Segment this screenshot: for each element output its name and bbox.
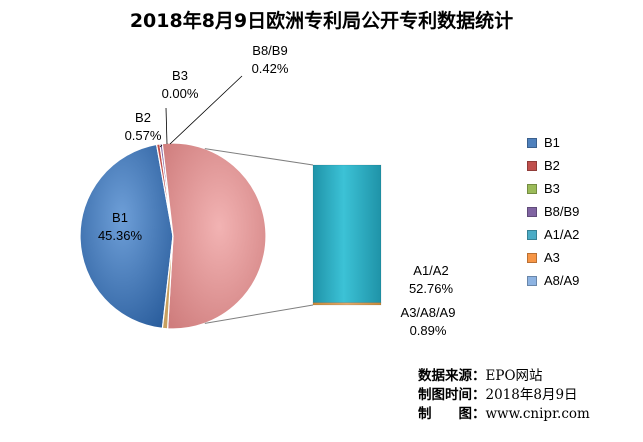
bar-segment-a1-a2 bbox=[313, 165, 381, 303]
legend-item: A1/A2 bbox=[527, 223, 579, 246]
source-value: www.cnipr.com bbox=[486, 406, 590, 422]
legend-swatch bbox=[527, 184, 537, 194]
label-leader-line bbox=[166, 108, 167, 144]
legend-swatch bbox=[527, 253, 537, 263]
source-value: 2018年8月9日 bbox=[486, 387, 578, 403]
legend-item: A8/A9 bbox=[527, 269, 579, 292]
data-label-name: B8/B9 bbox=[252, 43, 287, 58]
legend-swatch bbox=[527, 138, 537, 148]
source-value: EPO网站 bbox=[486, 368, 543, 384]
legend-item: A3 bbox=[527, 246, 579, 269]
legend-label: A1/A2 bbox=[544, 227, 579, 242]
data-label-name: B1 bbox=[112, 210, 128, 225]
legend-label: A8/A9 bbox=[544, 273, 579, 288]
pie-slice-a1-a2 bbox=[162, 143, 266, 329]
legend-swatch bbox=[527, 161, 537, 171]
legend-item: B3 bbox=[527, 177, 579, 200]
legend: B1 B2 B3 B8/B9 A1/A2 A3 A8/A9 bbox=[527, 131, 579, 292]
bar-segment-a3 bbox=[313, 303, 381, 305]
legend-swatch bbox=[527, 276, 537, 286]
legend-label: B1 bbox=[544, 135, 560, 150]
data-label-value: 0.89% bbox=[410, 323, 447, 338]
data-label-value: 0.57% bbox=[125, 128, 162, 143]
source-key: 制图时间： bbox=[418, 387, 486, 403]
legend-label: B8/B9 bbox=[544, 204, 579, 219]
source-key: 数据来源： bbox=[418, 368, 486, 384]
data-label-value: 45.36% bbox=[98, 228, 143, 243]
data-label-name: A1/A2 bbox=[413, 263, 448, 278]
legend-swatch bbox=[527, 207, 537, 217]
data-label-value: 0.42% bbox=[252, 61, 289, 76]
legend-item: B1 bbox=[527, 131, 579, 154]
data-label-value: 0.00% bbox=[162, 86, 199, 101]
data-label-value: 52.76% bbox=[409, 281, 454, 296]
source-row-chart-date: 制图时间：2018年8月9日 bbox=[418, 386, 590, 405]
data-label-name: B2 bbox=[135, 110, 151, 125]
data-label-name: B3 bbox=[172, 68, 188, 83]
legend-label: B3 bbox=[544, 181, 560, 196]
source-row-author: 制 图：www.cnipr.com bbox=[418, 405, 590, 424]
source-key: 制 图： bbox=[418, 406, 486, 422]
legend-label: B2 bbox=[544, 158, 560, 173]
source-block: 数据来源：EPO网站 制图时间：2018年8月9日 制 图：www.cnipr.… bbox=[418, 367, 590, 424]
legend-item: B8/B9 bbox=[527, 200, 579, 223]
source-row-data-source: 数据来源：EPO网站 bbox=[418, 367, 590, 386]
legend-swatch bbox=[527, 230, 537, 240]
legend-label: A3 bbox=[544, 250, 560, 265]
data-label-name: A3/A8/A9 bbox=[401, 305, 456, 320]
legend-item: B2 bbox=[527, 154, 579, 177]
